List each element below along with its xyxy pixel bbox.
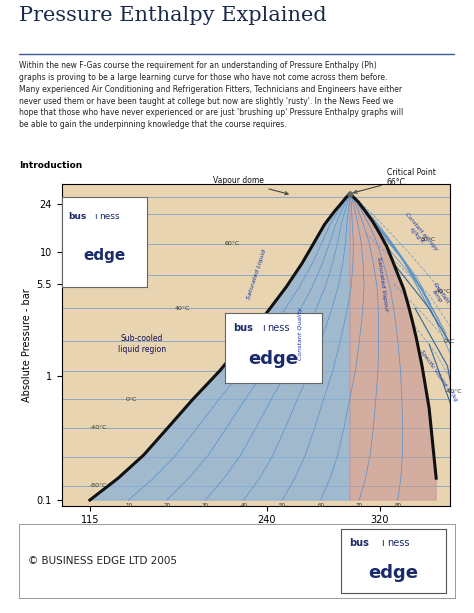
- Polygon shape: [350, 194, 436, 500]
- Text: Pressure Enthalpy Explained: Pressure Enthalpy Explained: [19, 6, 327, 25]
- Text: 0°C: 0°C: [443, 338, 455, 344]
- Text: Constant
temp: Constant temp: [428, 281, 450, 308]
- Text: Introduction: Introduction: [19, 161, 82, 170]
- Text: © BUSINESS EDGE LTD 2005: © BUSINESS EDGE LTD 2005: [27, 556, 177, 566]
- Text: 50: 50: [279, 503, 286, 508]
- Text: 80°C: 80°C: [420, 237, 436, 242]
- X-axis label: Enthalpy (heat energy) kJ/kg: Enthalpy (heat energy) kJ/kg: [186, 531, 326, 541]
- Text: 0°C: 0°C: [125, 397, 137, 402]
- Y-axis label: Absolute Pressure - bar: Absolute Pressure - bar: [22, 288, 32, 402]
- Text: ı: ı: [381, 538, 383, 548]
- Text: Within the new F-Gas course the requirement for an understanding of Pressure Ent: Within the new F-Gas course the requirem…: [19, 61, 403, 129]
- Text: Critical Point
66°C: Critical Point 66°C: [354, 168, 436, 193]
- Text: 30: 30: [202, 503, 209, 508]
- Text: 60: 60: [317, 503, 324, 508]
- Text: -40°C: -40°C: [445, 389, 462, 394]
- Text: Constant Quality: Constant Quality: [298, 306, 303, 360]
- Text: Saturated Liquid: Saturated Liquid: [246, 249, 267, 300]
- Text: 60°C: 60°C: [224, 242, 239, 246]
- Text: Sub-cooled
liquid region: Sub-cooled liquid region: [118, 334, 166, 354]
- Text: 10: 10: [125, 503, 132, 508]
- Text: 80: 80: [394, 503, 401, 508]
- Text: 40: 40: [240, 503, 247, 508]
- Text: -40°C: -40°C: [90, 425, 108, 430]
- Text: Specific Volume m³/kg: Specific Volume m³/kg: [419, 349, 459, 403]
- Text: edge: edge: [368, 564, 419, 582]
- Text: bus: bus: [350, 538, 370, 548]
- Text: Saturated Vapour: Saturated Vapour: [376, 256, 389, 311]
- Text: -80°C: -80°C: [90, 484, 108, 489]
- Text: ness: ness: [387, 538, 410, 548]
- Polygon shape: [90, 194, 350, 500]
- Text: Constant entropy
kJ/kg K: Constant entropy kJ/kg K: [400, 211, 439, 255]
- Text: 70: 70: [356, 503, 363, 508]
- Text: Vapour dome: Vapour dome: [213, 177, 288, 195]
- Text: 40°C: 40°C: [436, 289, 452, 294]
- Text: 40°C: 40°C: [175, 306, 190, 311]
- Text: 20: 20: [164, 503, 170, 508]
